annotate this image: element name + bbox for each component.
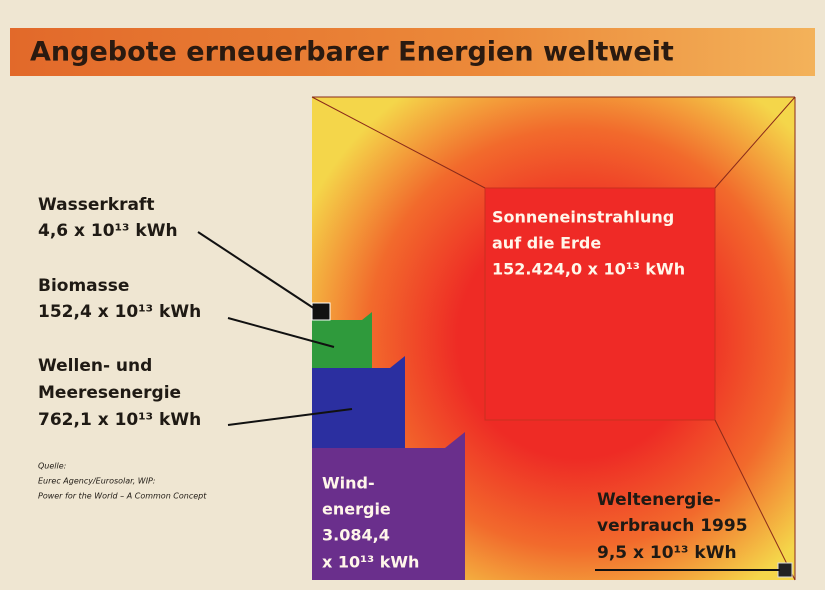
label: 9,5 x 10¹³ kWh (597, 543, 737, 563)
label: Wellen- und (38, 356, 152, 376)
label: Sonneneinstrahlung (492, 208, 674, 227)
water-cube (311, 302, 331, 321)
source: Quelle: (38, 462, 67, 471)
cube-edges (311, 96, 796, 581)
source: Power for the World – A Common Concept (38, 492, 207, 501)
label: Meeresenergie (38, 383, 181, 403)
biomass-cube (312, 312, 372, 368)
wave-cube (312, 356, 405, 448)
cube-back-face (484, 187, 716, 421)
label: 152,4 x 10¹³ kWh (38, 302, 201, 322)
wind-cube (312, 432, 465, 580)
label: auf die Erde (492, 234, 601, 253)
label: verbrauch 1995 (597, 516, 748, 536)
title: Angebote erneuerbarer Energien weltweit (30, 37, 674, 68)
label: Weltenergie- (597, 490, 721, 510)
label: Biomasse (38, 276, 129, 296)
label: 152.424,0 x 10¹³ kWh (492, 260, 685, 279)
label: energie (322, 500, 391, 519)
label: 3.084,4 (322, 526, 390, 545)
label: Wind- (322, 474, 375, 493)
label: Wasserkraft (38, 195, 154, 215)
title-bar (10, 28, 815, 76)
leader-lines (197, 231, 780, 571)
source: Eurec Agency/Eurosolar, WIP: (38, 477, 156, 486)
label: 762,1 x 10¹³ kWh (38, 410, 201, 430)
consumption-cube (777, 562, 793, 578)
label: x 10¹³ kWh (322, 553, 419, 572)
label: 4,6 x 10¹³ kWh (38, 221, 178, 241)
